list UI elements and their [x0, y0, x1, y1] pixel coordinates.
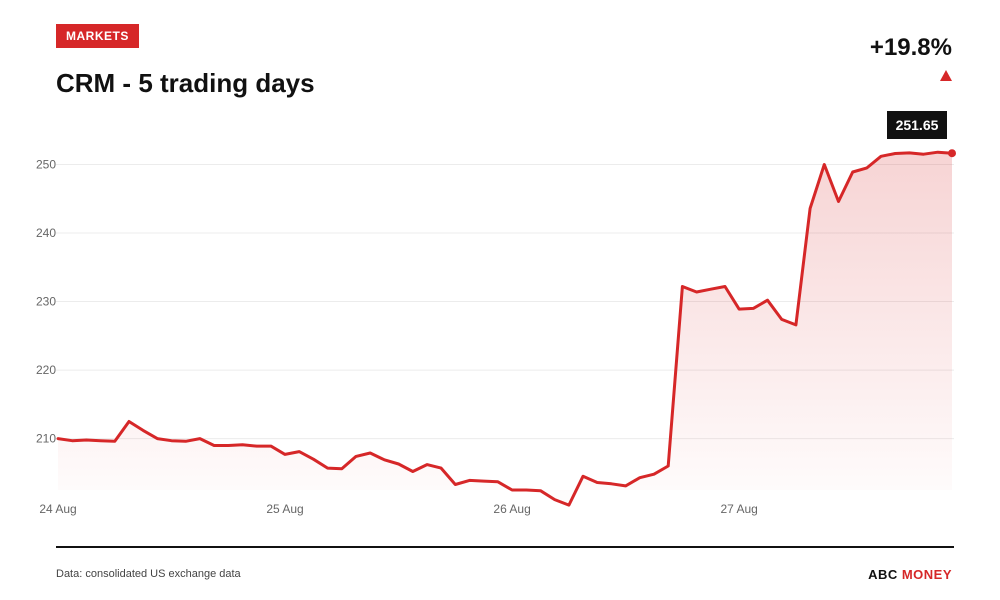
data-point: [738, 308, 741, 311]
section-badge: MARKETS: [56, 24, 139, 48]
x-tick-label: 26 Aug: [493, 502, 530, 516]
data-point: [170, 439, 173, 442]
data-point: [780, 318, 783, 321]
data-point: [823, 163, 826, 166]
data-point: [794, 323, 797, 326]
data-source-note: Data: consolidated US exchange data: [56, 568, 241, 580]
data-point: [454, 483, 457, 486]
footer-divider: [56, 546, 954, 548]
data-point: [255, 445, 258, 448]
data-point: [298, 450, 301, 453]
data-point: [539, 489, 542, 492]
brand-logo-part1: ABC: [868, 567, 898, 582]
data-point: [142, 429, 145, 432]
data-point: [553, 498, 556, 501]
data-point: [71, 439, 74, 442]
data-point: [653, 473, 656, 476]
price-area: [58, 152, 952, 506]
data-point: [709, 288, 712, 291]
data-point: [837, 200, 840, 203]
data-point: [525, 489, 528, 492]
last-value-box: [887, 111, 947, 139]
data-point: [624, 484, 627, 487]
data-point: [610, 482, 613, 485]
brand-logo: ABC MONEY: [868, 567, 952, 582]
data-point: [198, 437, 201, 440]
x-tick-label: 24 Aug: [39, 502, 76, 516]
up-arrow-icon: [940, 70, 952, 81]
data-point: [425, 463, 428, 466]
data-point: [113, 440, 116, 443]
y-tick-label: 210: [36, 432, 56, 446]
data-point: [213, 444, 216, 447]
data-point: [369, 451, 372, 454]
data-point: [496, 480, 499, 483]
y-axis: 210 220 230 240 250: [36, 158, 56, 446]
last-price-callout: 251.65: [887, 111, 956, 158]
y-tick-label: 250: [36, 158, 56, 172]
last-point-marker: [948, 149, 956, 158]
data-point: [482, 480, 485, 483]
data-point: [922, 153, 925, 156]
percent-change: +19.8%: [869, 34, 952, 61]
price-line: [56, 150, 954, 507]
brand-logo-part2: MONEY: [901, 567, 952, 582]
data-point: [397, 462, 400, 465]
data-point: [695, 290, 698, 293]
data-point: [809, 207, 812, 210]
data-point: [596, 481, 599, 484]
data-point: [723, 285, 726, 288]
y-tick-label: 240: [36, 226, 56, 240]
data-point: [340, 467, 343, 470]
data-point: [440, 467, 443, 470]
data-point: [269, 445, 272, 448]
data-point: [766, 299, 769, 302]
y-tick-label: 220: [36, 363, 56, 377]
data-point: [127, 420, 130, 423]
data-point: [638, 476, 641, 479]
data-point: [99, 439, 102, 442]
data-point: [567, 504, 570, 507]
data-point: [865, 166, 868, 169]
data-point: [85, 438, 88, 441]
data-point: [681, 285, 684, 288]
data-point: [227, 444, 230, 447]
chart-title: CRM - 5 trading days: [56, 68, 315, 98]
data-point: [908, 151, 911, 154]
data-point: [880, 155, 883, 158]
data-point: [894, 152, 897, 155]
x-tick-label: 25 Aug: [266, 502, 303, 516]
data-point: [355, 455, 358, 458]
data-point: [326, 467, 329, 470]
data-point: [667, 465, 670, 468]
data-point: [156, 437, 159, 440]
data-point: [312, 458, 315, 461]
y-tick-label: 230: [36, 295, 56, 309]
data-point: [284, 453, 287, 456]
data-point: [511, 489, 514, 492]
data-point: [411, 470, 414, 473]
x-tick-label: 27 Aug: [720, 502, 757, 516]
last-value-label: 251.65: [896, 117, 939, 133]
data-point: [184, 440, 187, 443]
data-point: [851, 171, 854, 174]
x-axis: 24 Aug 25 Aug 26 Aug 27 Aug: [39, 502, 758, 516]
data-point: [468, 479, 471, 482]
data-point: [936, 151, 939, 154]
data-point: [241, 443, 244, 446]
data-point: [383, 458, 386, 461]
data-point: [582, 475, 585, 478]
data-point: [57, 437, 60, 440]
data-point: [752, 307, 755, 310]
